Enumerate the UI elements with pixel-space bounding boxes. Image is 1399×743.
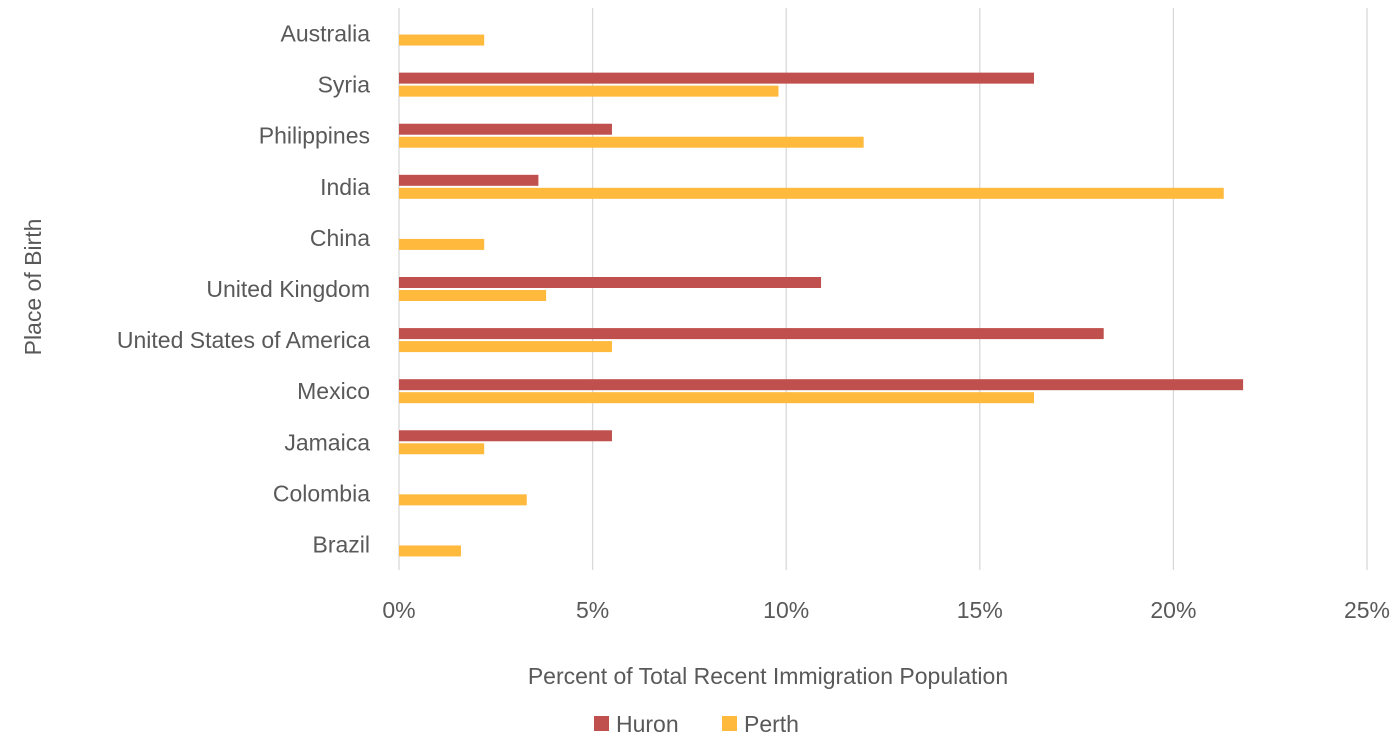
bar-perth (399, 290, 547, 301)
category-label: Mexico (297, 378, 370, 404)
y-axis-title: Place of Birth (20, 219, 46, 356)
category-label: Brazil (312, 531, 370, 557)
x-tick-labels: 0% 5% 10% 15% 20% 25% (382, 597, 1390, 623)
bar-perth (399, 34, 485, 46)
x-tick-label: 20% (1150, 597, 1196, 623)
bar-huron (399, 72, 1035, 84)
x-tick-label: 10% (763, 597, 809, 623)
category-label: United Kingdom (206, 276, 370, 302)
category-labels: Australia Syria Philippines India China Unite… (117, 21, 370, 558)
legend: Huron Perth (594, 711, 799, 737)
bar-perth (399, 136, 864, 148)
bar-perth (399, 443, 485, 455)
bar-huron (399, 123, 612, 135)
bar-perth (399, 341, 612, 353)
legend-swatch (594, 716, 609, 731)
category-label: China (310, 225, 370, 251)
x-tick-label: 0% (382, 597, 415, 623)
x-axis-title: Percent of Total Recent Immigration Popu… (528, 663, 1008, 689)
bar-perth (399, 494, 527, 506)
bar-huron (399, 430, 612, 442)
legend-swatch (722, 716, 737, 731)
gridlines (398, 8, 1368, 570)
bar-perth (399, 392, 1035, 404)
category-label: Syria (318, 72, 371, 98)
legend-label: Huron (616, 711, 679, 737)
category-label: India (320, 174, 370, 200)
bar-huron (399, 174, 539, 186)
bar-perth (399, 545, 461, 557)
category-label: Australia (281, 21, 371, 47)
bar-huron (399, 328, 1104, 340)
legend-label: Perth (744, 711, 799, 737)
bar-perth (399, 85, 779, 97)
x-tick-label: 15% (957, 597, 1003, 623)
category-label: United States of America (117, 327, 370, 353)
bar-perth (399, 238, 485, 250)
category-label: Jamaica (284, 429, 370, 455)
bar-huron (399, 379, 1244, 391)
category-label: Colombia (273, 480, 370, 506)
bars (399, 34, 1244, 557)
bar-perth (399, 187, 1224, 199)
bar-huron (399, 277, 822, 288)
category-label: Philippines (259, 123, 370, 149)
x-tick-label: 25% (1344, 597, 1390, 623)
x-tick-label: 5% (576, 597, 609, 623)
